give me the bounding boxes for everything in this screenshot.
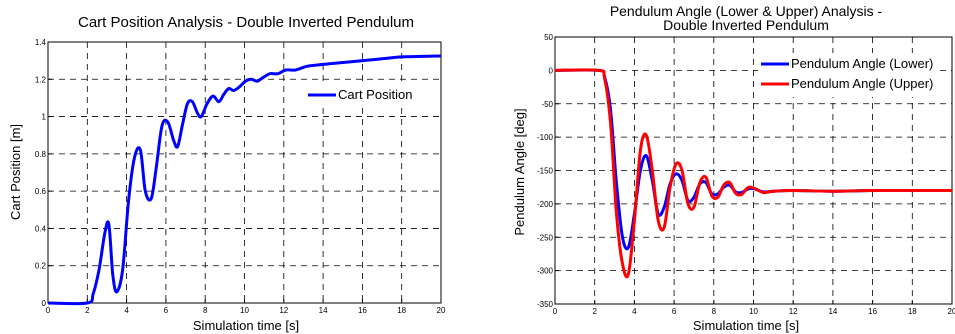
- legend-label-cart-position: Cart Position: [338, 87, 412, 102]
- y-tick-label: 1.2: [35, 75, 47, 84]
- y-tick-label: -50: [541, 100, 553, 109]
- legend: Cart Position: [304, 84, 428, 106]
- y-tick-label: -250: [537, 233, 554, 242]
- y-tick-label: -350: [537, 300, 554, 309]
- x-tick-label: 6: [672, 307, 677, 316]
- x-tick-label: 2: [592, 307, 597, 316]
- x-tick-label: 4: [124, 306, 129, 315]
- x-tick-label: 0: [553, 307, 558, 316]
- x-tick-label: 12: [279, 306, 288, 315]
- chart-title: Cart Position Analysis - Double Inverted…: [78, 14, 414, 31]
- series-line-pendulum-angle-upper: [554, 68, 952, 279]
- x-tick-label: 8: [203, 306, 208, 315]
- tick-labels: 0 2 4 6 8 10 12 14 16 18 20 0 0.2 0.4 0.6 0.8 1 1.2 1.4: [35, 38, 446, 315]
- legend-box: [758, 53, 936, 97]
- legend-label-upper: Pendulum Angle (Upper): [791, 76, 933, 91]
- x-tick-label: 18: [908, 307, 917, 316]
- y-tick-label: 0.4: [35, 224, 47, 233]
- y-tick-label: -150: [537, 167, 554, 176]
- x-tick-label: 8: [712, 307, 717, 316]
- series-group: [554, 68, 952, 279]
- y-tick-label: 50: [544, 33, 553, 42]
- series-group: [47, 54, 442, 306]
- x-tick-label: 10: [240, 306, 249, 315]
- y-axis-label: Pendulum Angle [deg]: [512, 108, 527, 235]
- y-tick-label: 0.8: [35, 150, 47, 159]
- x-tick-label: 10: [749, 307, 758, 316]
- x-axis-label: Simulation time [s]: [693, 318, 799, 333]
- x-tick-label: 14: [828, 307, 837, 316]
- y-tick-label: 0: [42, 299, 47, 308]
- x-axis-label: Simulation time [s]: [193, 318, 299, 333]
- y-axis-label: Cart Position [m]: [8, 124, 23, 220]
- legend-label-lower: Pendulum Angle (Lower): [791, 56, 933, 71]
- y-tick-label: 0.6: [35, 187, 47, 196]
- chart-title-line2: Double Inverted Pendulum: [663, 17, 829, 33]
- y-tick-label: -200: [537, 200, 554, 209]
- chart-title-line1: Pendulum Angle (Lower & Upper) Analysis …: [610, 3, 883, 19]
- x-tick-label: 12: [789, 307, 798, 316]
- y-tick-label: 0.2: [35, 262, 47, 271]
- tick-labels: 0 2 4 6 8 10 12 14 16 18 20 50 0 -50 -100 -150 -200 -250 -…: [537, 33, 955, 316]
- y-tick-label: 1: [42, 113, 47, 122]
- legend-box: [304, 84, 428, 106]
- pendulum-angle-chart: Pendulum Angle (Lower & Upper) Analysis …: [512, 3, 955, 333]
- x-tick-label: 20: [437, 306, 446, 315]
- x-tick-label: 4: [632, 307, 637, 316]
- cart-position-chart: Cart Position Analysis - Double Inverted…: [8, 14, 446, 333]
- x-tick-label: 0: [46, 306, 51, 315]
- y-tick-label: -100: [537, 133, 554, 142]
- x-tick-label: 2: [85, 306, 90, 315]
- y-tick-label: 1.4: [35, 38, 47, 47]
- y-tick-label: 0: [549, 66, 554, 75]
- x-tick-label: 16: [868, 307, 877, 316]
- y-tick-label: -300: [537, 267, 554, 276]
- series-line-cart-position: [47, 54, 442, 306]
- x-tick-label: 6: [164, 306, 169, 315]
- x-tick-label: 16: [358, 306, 367, 315]
- x-tick-label: 14: [319, 306, 328, 315]
- x-tick-label: 20: [948, 307, 955, 316]
- x-tick-label: 18: [397, 306, 406, 315]
- legend: Pendulum Angle (Lower) Pendulum Angle (U…: [758, 53, 936, 97]
